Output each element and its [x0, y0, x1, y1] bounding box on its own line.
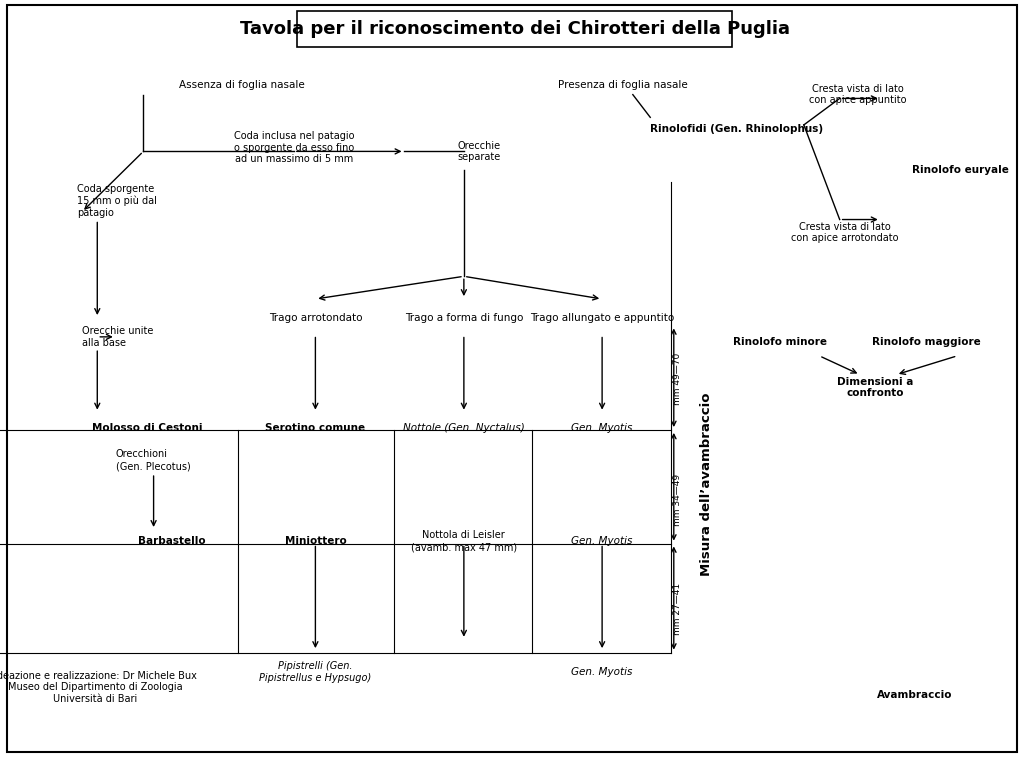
- Text: Barbastello: Barbastello: [138, 536, 206, 547]
- Text: Orecchioni
(Gen. Plecotus): Orecchioni (Gen. Plecotus): [116, 450, 190, 471]
- Text: Trago allungato e appuntito: Trago allungato e appuntito: [530, 313, 674, 323]
- Text: mm 34—49: mm 34—49: [674, 474, 682, 525]
- Text: Gen. Myotis: Gen. Myotis: [571, 422, 633, 433]
- Text: Tavola per il riconoscimento dei Chirotteri della Puglia: Tavola per il riconoscimento dei Chirott…: [240, 20, 790, 38]
- Text: Rinolofo maggiore: Rinolofo maggiore: [872, 337, 981, 347]
- Text: Orecchie
separate: Orecchie separate: [458, 141, 501, 162]
- Bar: [297, 11, 732, 47]
- Text: Avambraccio: Avambraccio: [877, 690, 952, 700]
- Text: Cresta vista di lato
con apice appuntito: Cresta vista di lato con apice appuntito: [809, 84, 907, 105]
- Text: Rinolofo minore: Rinolofo minore: [733, 337, 827, 347]
- Text: Dimensioni a
confronto: Dimensioni a confronto: [838, 377, 913, 398]
- Text: Coda sporgente
15 mm o più dal
patagio: Coda sporgente 15 mm o più dal patagio: [77, 184, 157, 217]
- Text: Orecchie unite
alla base: Orecchie unite alla base: [82, 326, 154, 347]
- Text: Assenza di foglia nasale: Assenza di foglia nasale: [179, 79, 305, 90]
- Text: Trago arrotondato: Trago arrotondato: [268, 313, 362, 323]
- Text: Misura dell’avambraccio: Misura dell’avambraccio: [700, 393, 713, 576]
- Text: Rinolofo euryale: Rinolofo euryale: [912, 165, 1009, 176]
- Text: mm 27—41: mm 27—41: [674, 584, 682, 635]
- Text: Pipistrelli (Gen.
Pipistrellus e Hypsugo): Pipistrelli (Gen. Pipistrellus e Hypsugo…: [259, 662, 372, 683]
- Text: Nottole (Gen. Nyctalus): Nottole (Gen. Nyctalus): [403, 422, 524, 433]
- Text: Miniottero: Miniottero: [285, 536, 346, 547]
- Text: Gen. Myotis: Gen. Myotis: [571, 667, 633, 678]
- Text: Presenza di foglia nasale: Presenza di foglia nasale: [558, 79, 688, 90]
- Text: Trago a forma di fungo: Trago a forma di fungo: [404, 313, 523, 323]
- Text: Nottola di Leisler
(avamb. max 47 mm): Nottola di Leisler (avamb. max 47 mm): [411, 531, 517, 552]
- Text: mm 49—70: mm 49—70: [674, 352, 682, 405]
- Text: Cresta vista di lato
con apice arrotondato: Cresta vista di lato con apice arrotonda…: [792, 222, 898, 243]
- Text: Gen. Myotis: Gen. Myotis: [571, 536, 633, 547]
- Text: Rinolofidi (Gen. Rhinolophus): Rinolofidi (Gen. Rhinolophus): [650, 123, 823, 134]
- Text: Coda inclusa nel patagio
o sporgente da esso fino
ad un massimo di 5 mm: Coda inclusa nel patagio o sporgente da …: [233, 131, 354, 164]
- Text: Ideazione e realizzazione: Dr Michele Bux
Museo del Dipartimento di Zoologia
Uni: Ideazione e realizzazione: Dr Michele Bu…: [0, 671, 197, 704]
- Text: Molosso di Cestoni: Molosso di Cestoni: [92, 422, 203, 433]
- Text: Serotino comune: Serotino comune: [265, 422, 366, 433]
